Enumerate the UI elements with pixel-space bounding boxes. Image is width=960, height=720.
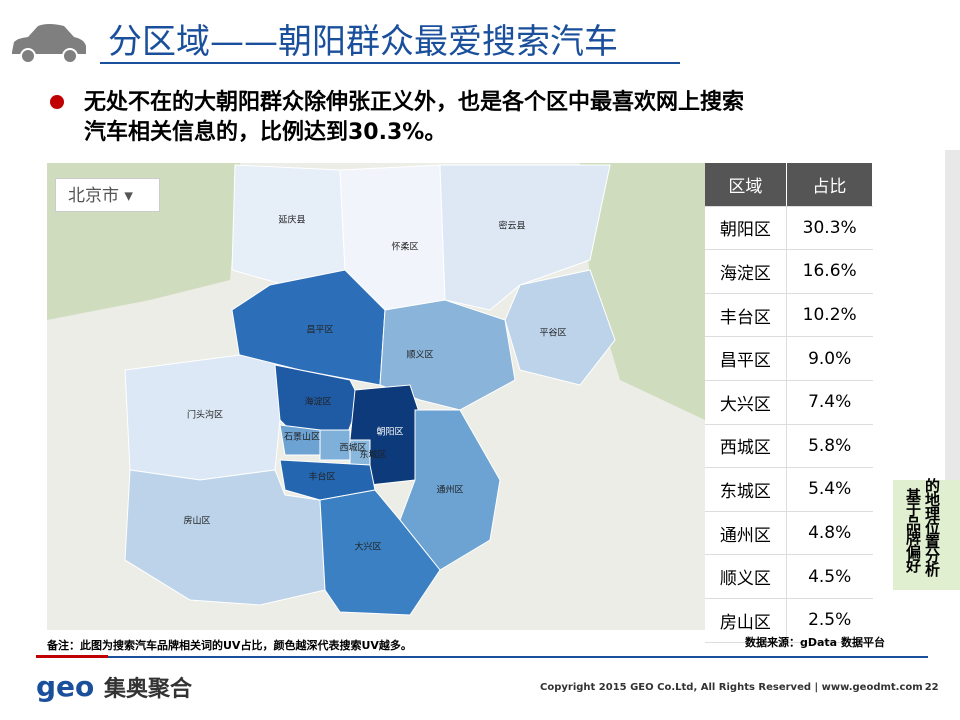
- share-cell: 7.4%: [786, 380, 873, 425]
- header-cell: 占比: [786, 163, 874, 207]
- city-dropdown[interactable]: 北京市 ▾: [55, 178, 160, 212]
- table-row: 房山区 2.5%: [705, 598, 873, 643]
- table-row: 朝阳区 30.3%: [705, 206, 873, 251]
- side-text: 的地理位置分析: [923, 478, 941, 576]
- map-label: 顺义区: [406, 350, 433, 361]
- district-cell: 海淀区: [705, 249, 787, 294]
- map-label: 东城区: [359, 449, 386, 461]
- district-cell: 大兴区: [705, 380, 787, 425]
- map-label: 通州区: [436, 485, 463, 496]
- map-label: 房山区: [183, 515, 210, 527]
- share-cell: 2.5%: [786, 598, 873, 643]
- map-label: 石景山区: [284, 432, 320, 443]
- header-cell: 区域: [705, 163, 787, 207]
- map-label: 怀柔区: [391, 241, 418, 253]
- map-label: 西城区: [339, 443, 366, 454]
- bullet-dot: [50, 95, 64, 109]
- district-cell: 昌平区: [705, 336, 787, 381]
- map-label: 海淀区: [304, 396, 331, 408]
- copyright-text: Copyright 2015 GEO Co.Ltd, All Rights Re…: [540, 682, 923, 693]
- map-label: 延庆县: [278, 214, 305, 226]
- table-row: 东城区 5.4%: [705, 467, 873, 512]
- source: 数据来源：gData 数据平台: [745, 636, 885, 649]
- logo: geo 集奥聚合: [36, 670, 192, 703]
- share-cell: 16.6%: [786, 249, 873, 294]
- table-header: 区域 占比: [705, 163, 874, 207]
- title-rule: [100, 62, 680, 64]
- note: 备注：此图为搜索汽车品牌相关词的UV占比，颜色越深代表搜索UV越多。: [47, 639, 412, 652]
- share-cell: 9.0%: [786, 336, 873, 381]
- district: [319, 489, 441, 616]
- district-cell: 房山区: [705, 598, 787, 643]
- table-row: 昌平区 9.0%: [705, 336, 873, 381]
- table-row: 通州区 4.8%: [705, 511, 873, 556]
- title: 分区域——朝阳群众最爱搜索汽车: [108, 22, 618, 62]
- map-label: 密云县: [498, 220, 525, 232]
- bullet-line: 无处不在的大朝阳群众除伸张正义外，也是各个区中最喜欢网上搜索: [84, 90, 745, 115]
- share-cell: 4.5%: [786, 554, 873, 599]
- district-cell: 顺义区: [705, 554, 787, 599]
- page-number: 22: [924, 682, 939, 693]
- district-cell: 丰台区: [705, 293, 787, 338]
- side-bar: [945, 150, 960, 480]
- share-cell: 30.3%: [786, 206, 873, 251]
- bullet-line: 汽车相关信息的，比例达到30.3%。: [84, 120, 447, 145]
- logo-text: 集奥聚合: [104, 677, 193, 702]
- map: 延庆县 怀柔区 密云县 昌平区 顺义区 平谷区 门头沟区 海淀区 石景山区 西城…: [47, 163, 705, 630]
- share-cell: 10.2%: [786, 293, 873, 338]
- district-cell: 朝阳区: [705, 206, 787, 251]
- table-row: 西城区 5.8%: [705, 424, 873, 469]
- map-label: 平谷区: [539, 328, 566, 339]
- share-cell: 5.8%: [786, 424, 873, 469]
- table-row: 顺义区 4.5%: [705, 554, 873, 599]
- district: [399, 409, 501, 571]
- footer-rule: [108, 656, 928, 658]
- map-label: 朝阳区: [376, 427, 403, 438]
- map-label: 大兴区: [354, 541, 381, 553]
- footer-rule-red: [36, 655, 108, 658]
- table-body: 朝阳区 30.3% 海淀区 16.6% 丰台区 10.2% 昌平区 9.0% 大兴区 7.4% 西城…: [705, 206, 873, 643]
- share-cell: 4.8%: [786, 511, 873, 556]
- side-accent: [893, 480, 960, 590]
- map-label: 丰台区: [308, 471, 335, 483]
- side-text: 基于品牌偏好: [904, 488, 922, 572]
- terrain: [580, 163, 705, 420]
- map-label: 门头沟区: [187, 409, 223, 421]
- district-cell: 西城区: [705, 424, 787, 469]
- district-cell: 通州区: [705, 511, 787, 556]
- dropdown-label: 北京市: [68, 186, 119, 206]
- district-cell: 东城区: [705, 467, 787, 512]
- ranking-table: 区域 占比 朝阳区 30.3% 海淀区 16.6% 丰台区 10.2% 昌平区 9.0% 大兴区 7…: [705, 163, 874, 643]
- car-icon: [12, 24, 86, 64]
- table-row: 海淀区 16.6%: [705, 249, 873, 294]
- map-label: 昌平区: [306, 325, 333, 336]
- table-row: 丰台区 10.2%: [705, 293, 873, 338]
- share-cell: 5.4%: [786, 467, 873, 512]
- copyright: Copyright 2015 GEO Co.Ltd, All Rights Re…: [540, 682, 939, 693]
- table-row: 大兴区 7.4%: [705, 380, 873, 425]
- logo-mark: geo: [36, 670, 95, 703]
- bullet-text: 无处不在的大朝阳群众除伸张正义外，也是各个区中最喜欢网上搜索 汽车相关信息的，比例…: [84, 88, 904, 148]
